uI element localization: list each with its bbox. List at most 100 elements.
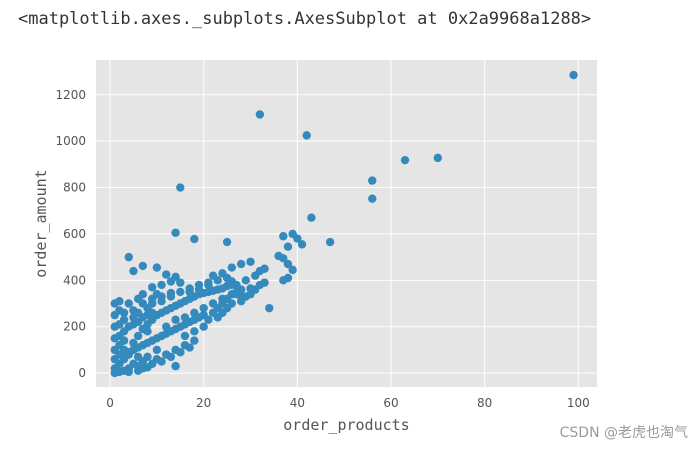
scatter-point xyxy=(190,308,199,317)
scatter-point xyxy=(180,313,190,322)
scatter-point xyxy=(143,363,152,372)
scatter-point xyxy=(199,303,208,313)
scatter-point xyxy=(171,361,180,371)
scatter-point xyxy=(129,266,138,276)
scatter-point xyxy=(222,273,232,283)
scatter-point xyxy=(283,273,293,283)
scatter-point xyxy=(176,183,185,192)
y-tick-label: 0 xyxy=(78,366,86,380)
scatter-point xyxy=(222,237,232,247)
y-tick-label: 1200 xyxy=(55,88,86,102)
scatter-point xyxy=(171,228,180,237)
scatter-point xyxy=(129,359,138,369)
scatter-point xyxy=(283,242,293,251)
scatter-point xyxy=(110,368,119,378)
scatter-point xyxy=(218,294,227,304)
scatter-point xyxy=(236,259,246,269)
scatter-point xyxy=(166,277,176,286)
scatter-point xyxy=(288,265,297,275)
scatter-point xyxy=(110,322,119,331)
scatter-point xyxy=(241,276,251,285)
scatter-point xyxy=(199,322,208,331)
scatter-point xyxy=(260,264,269,273)
scatter-point xyxy=(124,299,133,308)
scatter-point xyxy=(236,285,246,294)
y-tick-label: 400 xyxy=(63,273,86,287)
scatter-point xyxy=(124,367,133,377)
scatter-point xyxy=(279,232,288,241)
scatter-point xyxy=(185,284,194,293)
scatter-point xyxy=(204,278,213,287)
scatter-point xyxy=(204,315,213,324)
scatter-point xyxy=(194,280,204,290)
scatter-point xyxy=(433,153,443,163)
scatter-point xyxy=(157,357,166,366)
scatter-point xyxy=(133,331,143,341)
y-tick-label: 600 xyxy=(63,227,86,241)
y-axis-label: order_amount xyxy=(32,169,50,277)
scatter-point xyxy=(157,280,166,290)
scatter-point xyxy=(227,280,236,290)
scatter-point xyxy=(208,299,218,308)
scatter-point xyxy=(227,263,236,272)
scatter-point xyxy=(166,352,176,362)
scatter-point xyxy=(293,234,302,243)
scatter-point xyxy=(176,348,185,357)
scatter-point xyxy=(133,352,143,362)
scatter-point xyxy=(250,271,260,280)
x-tick-label: 40 xyxy=(290,396,305,410)
x-tick-label: 0 xyxy=(106,396,114,410)
scatter-point xyxy=(180,331,190,341)
scatter-point xyxy=(255,110,265,119)
y-tick-label: 1000 xyxy=(55,134,86,148)
scatter-point xyxy=(152,290,162,299)
scatter-point xyxy=(265,303,274,313)
scatter-points xyxy=(110,70,578,378)
scatter-point xyxy=(368,176,377,185)
output-repr-text: <matplotlib.axes._subplots.AxesSubplot a… xyxy=(18,9,592,29)
scatter-point xyxy=(115,306,124,315)
x-tick-label: 80 xyxy=(477,396,492,410)
scatter-point xyxy=(279,254,288,263)
scatter-point xyxy=(147,283,157,292)
plot-area xyxy=(96,60,597,387)
scatter-point xyxy=(152,263,162,272)
grid-lines xyxy=(96,60,597,387)
scatter-point xyxy=(190,336,199,345)
scatter-point xyxy=(213,276,222,285)
scatter-point xyxy=(110,345,119,355)
scatter-point xyxy=(190,234,199,244)
scatter-point xyxy=(147,308,157,317)
scatter-point xyxy=(129,306,138,315)
scatter-point xyxy=(400,155,410,165)
scatter-point xyxy=(283,259,293,269)
scatter-point xyxy=(325,237,335,247)
watermark: CSDN @老虎也淘气 xyxy=(559,425,688,441)
scatter-point xyxy=(171,315,180,324)
scatter-point xyxy=(260,278,269,287)
x-axis-label: order_products xyxy=(283,416,409,434)
scatter-point xyxy=(190,327,199,336)
scatter-point xyxy=(143,327,152,336)
scatter-point xyxy=(185,343,194,352)
scatter-point xyxy=(368,194,377,203)
scatter-point xyxy=(569,70,578,80)
scatter-point xyxy=(138,261,148,271)
x-tick-label: 20 xyxy=(196,396,211,410)
scatter-point xyxy=(176,287,185,297)
scatter-point xyxy=(302,131,311,140)
scatter-point xyxy=(152,345,162,355)
scatter-point xyxy=(119,336,129,345)
scatter-point xyxy=(246,257,255,266)
scatter-point xyxy=(143,352,152,362)
scatter-point xyxy=(110,299,119,308)
scatter-point xyxy=(297,240,307,249)
scatter-point xyxy=(227,299,236,308)
scatter-point xyxy=(162,322,171,331)
x-tick-label: 100 xyxy=(567,396,590,410)
scatter-point xyxy=(124,252,133,262)
scatter-point xyxy=(176,278,185,287)
y-tick-label: 200 xyxy=(63,320,86,334)
